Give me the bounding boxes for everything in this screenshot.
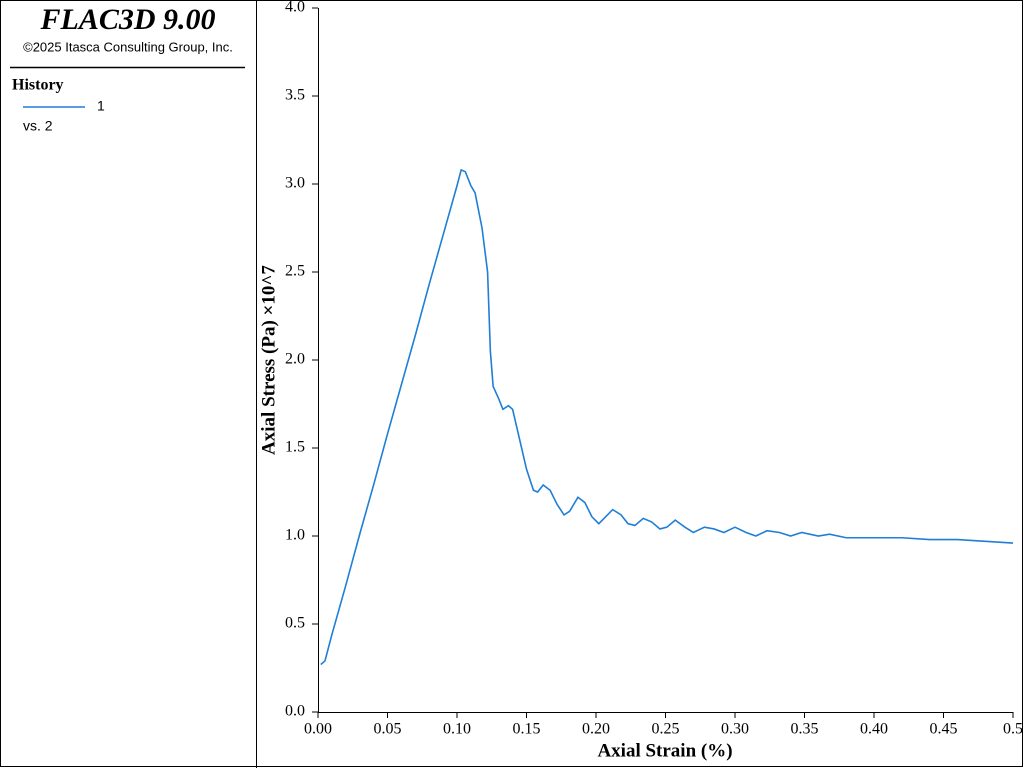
x-tick-label: 0.20 xyxy=(582,721,610,738)
x-tick-label: 0.5 xyxy=(1003,721,1023,738)
y-tick-label: 2.0 xyxy=(285,351,305,368)
x-tick-label: 0.30 xyxy=(721,721,749,738)
y-tick-label: 3.5 xyxy=(285,87,305,104)
x-tick-label: 0.35 xyxy=(791,721,819,738)
y-tick-label: 0.0 xyxy=(285,703,305,720)
x-axis-label: Axial Strain (%) xyxy=(597,740,732,761)
y-axis-label: Axial Stress (Pa) ×10^7 xyxy=(258,265,279,455)
x-tick-label: 0.05 xyxy=(374,721,402,738)
y-tick-label: 4.0 xyxy=(285,0,305,16)
app-title: FLAC3D 9.00 xyxy=(39,3,215,36)
legend-title: History xyxy=(12,77,64,94)
y-tick-label: 1.5 xyxy=(285,439,305,456)
legend-label: 1 xyxy=(97,98,105,114)
y-tick-label: 1.0 xyxy=(285,527,305,544)
x-tick-label: 0.10 xyxy=(443,721,471,738)
x-tick-label: 0.40 xyxy=(860,721,888,738)
legend: 1 xyxy=(23,98,105,114)
y-tick-label: 0.5 xyxy=(285,615,305,632)
x-tick-label: 0.15 xyxy=(513,721,541,738)
copyright: ©2025 Itasca Consulting Group, Inc. xyxy=(23,39,233,54)
x-tick-label: 0.25 xyxy=(652,721,680,738)
y-tick-label: 3.0 xyxy=(285,175,305,192)
legend-vs: vs. 2 xyxy=(23,118,53,134)
data-line xyxy=(320,168,1014,666)
y-tick-label: 2.5 xyxy=(285,263,305,280)
x-tick-label: 0.45 xyxy=(930,721,958,738)
x-tick-label: 0.00 xyxy=(304,721,332,738)
